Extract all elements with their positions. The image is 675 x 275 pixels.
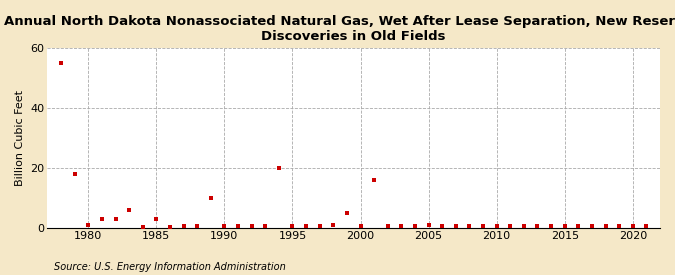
Point (192, 224, 202, 229)
Point (614, 224, 624, 229)
Point (491, 224, 502, 229)
Point (450, 224, 461, 229)
Point (437, 224, 448, 229)
Point (300, 224, 311, 229)
Point (246, 224, 257, 229)
Point (641, 224, 652, 229)
Point (369, 178, 379, 182)
Point (260, 224, 271, 229)
Point (315, 224, 325, 229)
Point (165, 225, 176, 230)
Point (124, 208, 134, 212)
Point (219, 224, 230, 229)
Point (328, 223, 339, 227)
Point (545, 224, 556, 229)
Point (55, 61, 66, 65)
Point (464, 224, 475, 229)
Point (396, 224, 407, 229)
Point (205, 196, 216, 200)
Point (382, 224, 393, 229)
Point (83, 223, 94, 227)
Point (600, 224, 611, 229)
Point (342, 211, 352, 215)
Point (478, 224, 489, 229)
Point (518, 224, 529, 229)
Point (178, 224, 189, 229)
Point (137, 225, 148, 229)
Point (423, 223, 434, 227)
Point (355, 224, 366, 229)
Point (273, 166, 284, 170)
Point (151, 217, 162, 221)
Point (627, 224, 638, 229)
Y-axis label: Billion Cubic Feet: Billion Cubic Feet (15, 90, 25, 186)
Point (532, 224, 543, 229)
Point (410, 224, 421, 229)
Point (560, 224, 570, 229)
Text: Source: U.S. Energy Information Administration: Source: U.S. Energy Information Administ… (54, 262, 286, 272)
Point (573, 224, 584, 229)
Point (287, 224, 298, 229)
Point (233, 224, 244, 229)
Point (97, 217, 107, 221)
Point (505, 224, 516, 229)
Point (587, 224, 597, 229)
Point (70, 172, 80, 176)
Point (110, 217, 121, 221)
Title: Annual North Dakota Nonassociated Natural Gas, Wet After Lease Separation, New R: Annual North Dakota Nonassociated Natura… (3, 15, 675, 43)
